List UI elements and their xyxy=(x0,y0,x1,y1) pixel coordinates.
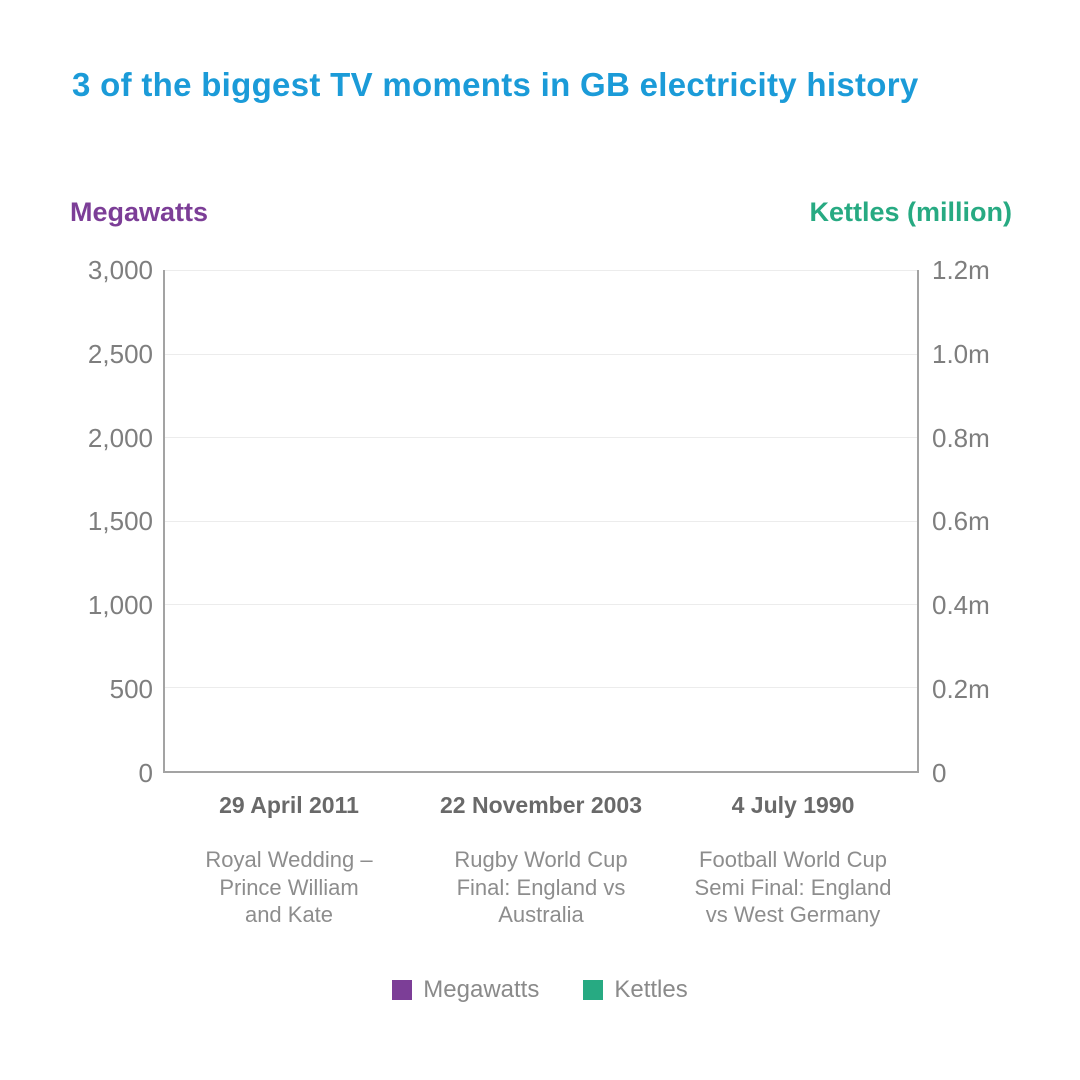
left-axis-tick-label: 2,500 xyxy=(87,339,153,369)
legend-label: Kettles xyxy=(614,976,688,1003)
legend-label: Megawatts xyxy=(423,976,540,1003)
plot-area xyxy=(163,270,919,773)
gridline xyxy=(165,436,917,438)
category-description-line: Royal Wedding – xyxy=(205,847,373,872)
category-description-line: and Kate xyxy=(244,902,334,927)
category-description-line: vs West Germany xyxy=(705,902,881,927)
category-date: 29 April 2011 xyxy=(219,792,359,818)
megawatts-swatch-icon xyxy=(392,980,413,1000)
left-axis-tick-label: 0 xyxy=(138,758,153,788)
legend-item-kettles: Kettles xyxy=(583,976,688,1004)
legend-item-megawatts: Megawatts xyxy=(392,976,539,1004)
gridline xyxy=(165,604,917,605)
category-rugby-world-cup: 22 November 2003 Rugby World Cup Final: … xyxy=(415,792,667,929)
right-axis-title: Kettles (million) xyxy=(809,197,1012,227)
category-description-line: Prince William xyxy=(219,874,359,900)
x-axis-categories: 29 April 2011 Royal Wedding – Prince Wil… xyxy=(163,792,919,929)
chart-title: 3 of the biggest TV moments in GB electr… xyxy=(72,66,919,103)
left-axis-tick-label: 2,000 xyxy=(87,423,153,453)
left-axis-tick-label: 500 xyxy=(109,674,153,704)
right-axis-tick-label: 0.8m xyxy=(932,423,990,453)
category-description-line: Football World Cup xyxy=(699,847,887,872)
left-axis-tick-label: 1,000 xyxy=(87,590,153,620)
right-axis-tick-label: 0 xyxy=(932,758,947,788)
category-date: 4 July 1990 xyxy=(731,792,855,818)
left-axis-title: Megawatts xyxy=(70,197,209,227)
category-description-line: Semi Final: England xyxy=(694,874,892,900)
category-description-line: Final: England vs xyxy=(456,874,626,900)
left-axis-tick-label: 1,500 xyxy=(87,506,153,536)
gridline xyxy=(165,353,917,355)
category-date: 22 November 2003 xyxy=(439,792,642,818)
gridline xyxy=(165,687,917,689)
category-royal-wedding: 29 April 2011 Royal Wedding – Prince Wil… xyxy=(163,792,415,929)
category-description-line: Rugby World Cup xyxy=(454,847,628,872)
right-axis-tick-label: 0.2m xyxy=(932,674,990,704)
left-axis-tick-label: 3,000 xyxy=(87,255,153,285)
category-football-world-cup: 4 July 1990 Football World Cup Semi Fina… xyxy=(667,792,919,929)
gridline xyxy=(165,520,917,522)
right-axis-tick-label: 1.2m xyxy=(932,255,990,285)
legend: Megawatts Kettles xyxy=(0,976,1080,1004)
category-description-line: Australia xyxy=(498,902,584,927)
kettles-swatch-icon xyxy=(583,980,604,1000)
right-axis-tick-label: 1.0m xyxy=(932,339,990,369)
right-axis-tick-label: 0.6m xyxy=(932,506,990,536)
gridline xyxy=(165,270,917,271)
right-axis-tick-label: 0.4m xyxy=(932,590,990,620)
bars-layer xyxy=(165,270,917,771)
